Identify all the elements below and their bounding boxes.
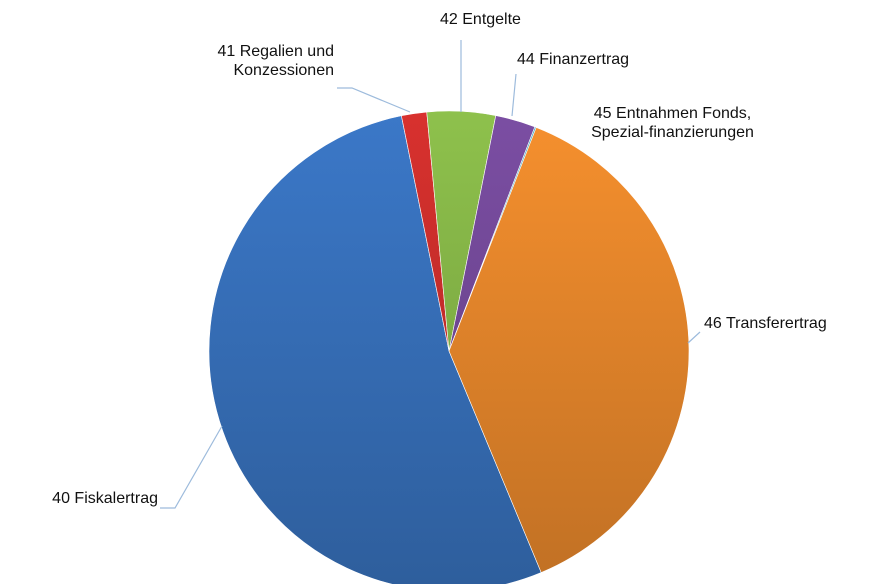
leader-line [160, 425, 223, 509]
slice-label: 46 Transferertrag [704, 315, 827, 332]
slice-label: 41 Regalien und Konzessionen [217, 43, 334, 79]
leader-line [687, 331, 701, 344]
pie-slice [448, 127, 690, 573]
leader-line [511, 73, 517, 117]
slice-label: 45 Entnahmen Fonds, Spezial-finanzierung… [591, 105, 754, 141]
slice-label: 42 Entgelte [440, 11, 521, 28]
slice-label: 44 Finanzertrag [517, 51, 630, 68]
slice-label: 40 Fiskalertrag [52, 490, 158, 507]
leader-line [337, 87, 411, 113]
pie-slice [208, 115, 542, 584]
